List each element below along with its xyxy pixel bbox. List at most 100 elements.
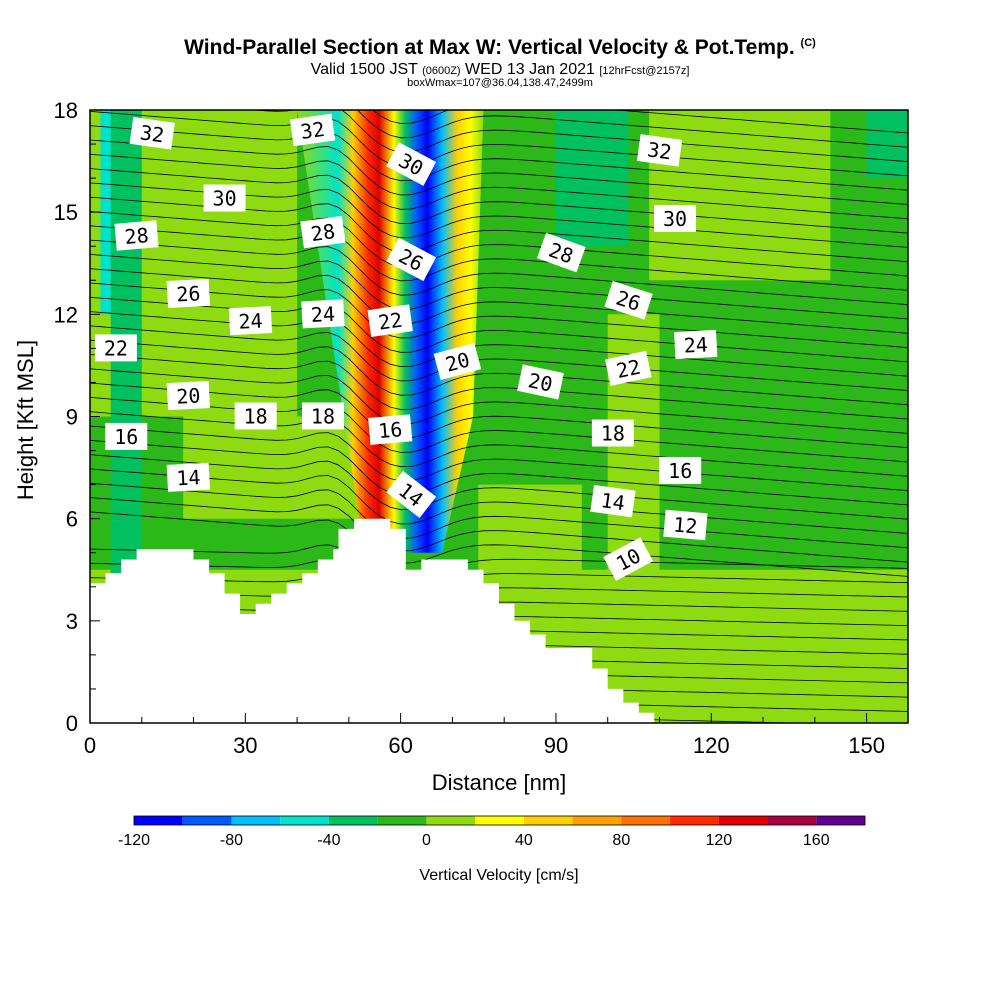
colorbar-swatch [816, 816, 865, 825]
colorbar-swatch [475, 816, 524, 825]
contour-label-bg [289, 113, 336, 147]
contour-label: 20 [433, 343, 482, 381]
contour-label-text: 28 [309, 219, 336, 246]
contour-label-bg [105, 422, 148, 450]
contour-label-text: 18 [601, 422, 625, 446]
contour-label: 18 [591, 419, 634, 447]
theta-contour-line [90, 139, 908, 205]
theta-contours [90, 110, 908, 723]
contour-label-text: 16 [377, 417, 403, 443]
contour-label-bg [604, 350, 652, 386]
contour-label-text: 30 [663, 207, 687, 231]
theta-contour-line [90, 544, 908, 582]
theta-contour-line [90, 268, 908, 334]
field-patch [555, 110, 629, 247]
contour-label-text: 20 [526, 368, 555, 396]
x-tick-label: 120 [693, 733, 730, 758]
contour-label: 30 [203, 184, 246, 212]
contour-label-text: 26 [176, 281, 201, 306]
colorbar-swatch [328, 816, 378, 825]
contour-label-bg [234, 402, 277, 430]
contour-label: 28 [114, 220, 159, 251]
contour-label-bg [604, 280, 653, 320]
contour-label-text: 24 [683, 332, 708, 357]
theta-contour-line [90, 382, 908, 449]
contour-label-text: 14 [599, 488, 626, 515]
valid-utc: (0600Z) [422, 65, 461, 77]
colorbar-label: Vertical Velocity [cm/s] [419, 867, 578, 884]
terrain-mask [90, 518, 655, 723]
contour-label-text: 28 [124, 223, 150, 249]
theta-contour-line [90, 511, 908, 577]
x-tick-label: 150 [848, 733, 885, 758]
contour-label-bg [368, 414, 413, 445]
contour-label-text: 16 [114, 425, 138, 449]
y-tick-label: 12 [54, 302, 78, 327]
theta-contour-line [90, 311, 908, 377]
y-tick-label: 15 [54, 200, 78, 225]
contour-label: 22 [367, 304, 413, 337]
contour-label-bg [301, 299, 345, 329]
colorbar-tick-label: -80 [220, 832, 243, 849]
valid-date: WED 13 Jan 2021 [465, 61, 595, 78]
colorbar-swatch [426, 816, 476, 825]
contour-label: 32 [289, 113, 336, 147]
colorbar-tick-label: 80 [612, 832, 630, 849]
colorbar-swatch [767, 816, 817, 825]
theta-contour-line [249, 110, 908, 162]
x-tick-label: 0 [84, 733, 96, 758]
chart-title-text: Wind-Parallel Section at Max W: Vertical… [184, 36, 795, 59]
contour-label: 32 [636, 134, 683, 167]
contour-label-bg [603, 537, 654, 581]
contour-label: 16 [659, 456, 702, 484]
colorbar-tick-label: -120 [118, 832, 150, 849]
contour-label-bg [517, 364, 564, 400]
contour-label-bg [386, 237, 437, 282]
contour-label-text: 32 [646, 137, 673, 164]
theta-contour-line [90, 296, 908, 363]
box-info: boxWmax=107@36.04,138.47,2499m [407, 77, 593, 89]
theta-contour-line [90, 168, 908, 234]
colorbar-swatch [231, 816, 281, 825]
contour-label-text: 16 [668, 459, 692, 483]
colorbar-swatch [670, 816, 719, 825]
theta-contour-line [90, 153, 908, 220]
theta-contour-line [90, 225, 908, 291]
y-tick-label: 18 [54, 98, 78, 123]
contour-label-bg [636, 134, 683, 167]
contour-label: 24 [301, 299, 345, 329]
colorbar-swatch [718, 816, 768, 825]
theta-contour-line [90, 125, 908, 191]
contour-label-bg [590, 484, 636, 518]
copyright-mark: (C) [800, 37, 816, 49]
theta-contour-line [90, 397, 908, 463]
colorbar-swatch [621, 816, 671, 825]
theta-contour-line [90, 439, 908, 506]
contour-label-text: 22 [104, 336, 128, 360]
contour-label: 14 [166, 462, 211, 492]
theta-contour-line [90, 111, 908, 177]
contour-label: 32 [129, 117, 175, 150]
contour-label-text: 18 [244, 405, 268, 429]
theta-contour-line [90, 468, 908, 534]
theta-contour-line [90, 482, 908, 549]
contour-label-text: 24 [238, 309, 263, 334]
field-patch [866, 110, 908, 179]
colorbar-tick-label: 160 [803, 832, 830, 849]
contour-label: 12 [663, 509, 708, 541]
contour-label-bg [386, 142, 437, 186]
valid-time: Valid 1500 JST [310, 61, 418, 78]
contour-label: 30 [654, 204, 697, 232]
contour-label-text: 14 [176, 465, 201, 490]
y-axis-label: Height [Kft MSL] [13, 340, 38, 500]
contour-label-text: 22 [377, 308, 404, 335]
theta-contour-line [90, 411, 908, 477]
contour-label: 18 [234, 402, 277, 430]
contour-label-bg [94, 334, 137, 362]
contour-label-bg [203, 184, 246, 212]
contour-label: 24 [674, 329, 718, 360]
contour-label-text: 18 [311, 405, 335, 429]
theta-contour-line [90, 368, 908, 434]
contour-label-text: 24 [310, 302, 335, 327]
